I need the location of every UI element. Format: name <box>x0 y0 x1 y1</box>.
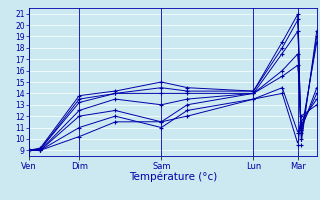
X-axis label: Température (°c): Température (°c) <box>129 172 217 182</box>
